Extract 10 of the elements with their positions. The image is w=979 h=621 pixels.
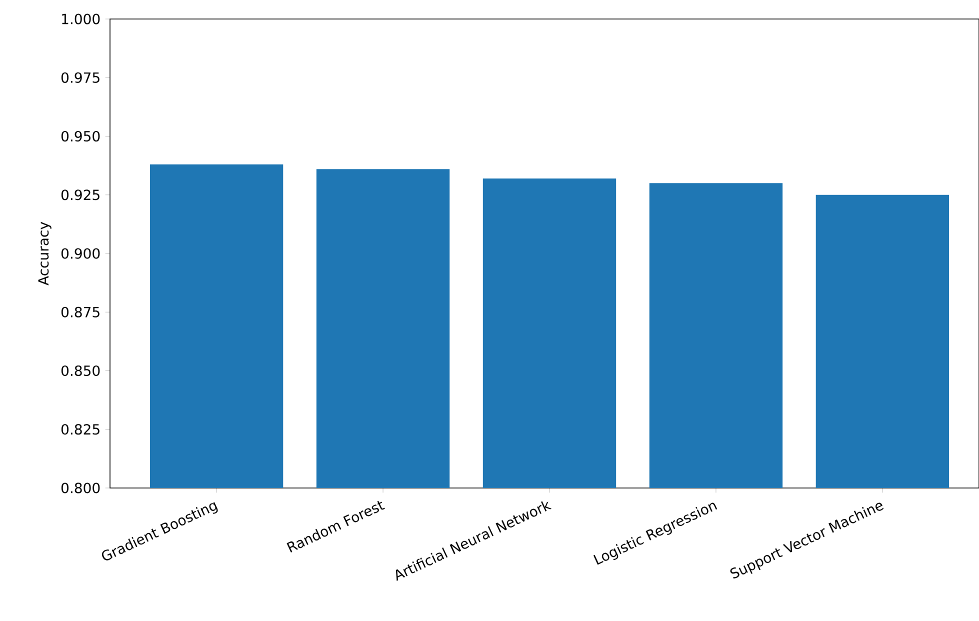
y-tick-label: 0.800: [61, 482, 100, 494]
y-tick-label: 0.950: [61, 130, 100, 142]
y-tick-label: 0.825: [61, 424, 100, 435]
y-tick-label: 0.900: [61, 248, 100, 259]
y-tick-label: 0.975: [61, 72, 100, 83]
y-axis-title: Accuracy: [38, 222, 52, 286]
y-tick-label: 0.850: [61, 365, 100, 376]
y-tick-label: 1.000: [62, 14, 100, 24]
y-tick-label: 0.875: [61, 306, 100, 318]
y-tick-label: 0.925: [61, 190, 100, 200]
